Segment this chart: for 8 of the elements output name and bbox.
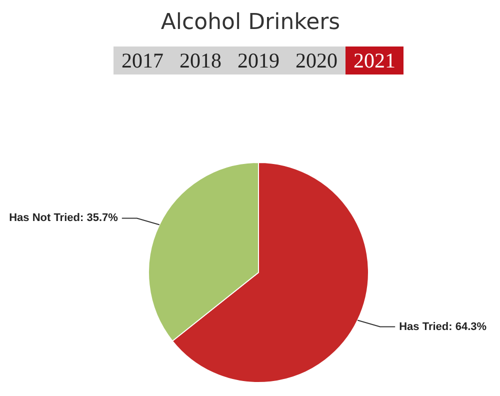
- text: 2019: [238, 48, 280, 72]
- text: 2017: [122, 48, 164, 72]
- text: 2020: [296, 48, 338, 72]
- slice-label: Has Not Tried: 35.7%: [9, 212, 118, 224]
- text: 2018: [180, 48, 222, 72]
- text: 2021: [354, 48, 396, 72]
- chart-title: Alcohol Drinkers: [160, 10, 340, 35]
- slice-label: Has Tried: 64.3%: [399, 320, 487, 333]
